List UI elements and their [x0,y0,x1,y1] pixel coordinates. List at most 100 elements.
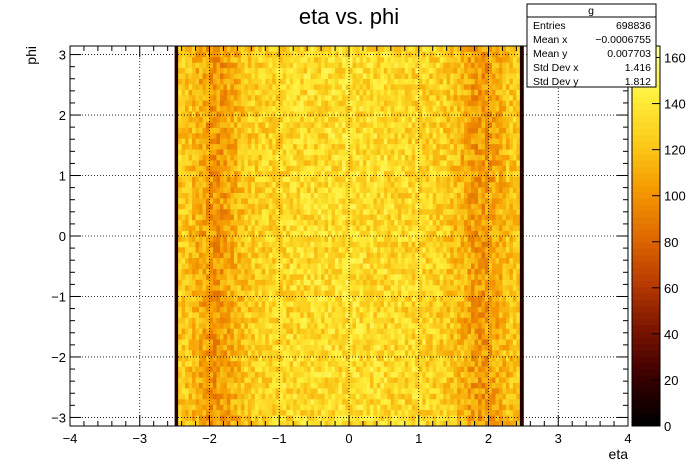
heatmap-cell [314,279,319,286]
heatmap-cell [422,366,427,373]
heatmap-cell [223,377,228,383]
heatmap-cell [380,339,385,345]
heatmap-cell [195,398,200,405]
heatmap-cell [408,105,413,112]
heatmap-cell [411,409,416,416]
heatmap-cell [362,241,367,248]
heatmap-cell [310,328,315,335]
heatmap-cell [411,290,416,297]
heatmap-cell [324,246,329,253]
heatmap-cell [258,301,263,307]
heatmap-cell [376,73,381,79]
heatmap-cell [366,306,371,313]
heatmap-cell [345,241,350,248]
heatmap-cell [233,257,238,264]
heatmap-cell [178,339,182,345]
heatmap-cell [317,279,322,286]
heatmap-cell [383,116,388,123]
heatmap-cell [199,420,203,427]
heatmap-cell [331,236,336,242]
heatmap-cell [366,67,371,74]
heatmap-cell [415,160,420,166]
heatmap-cell [373,122,378,128]
heatmap-cell [279,377,284,383]
heatmap-cell [352,122,357,128]
heatmap-cell [289,132,294,139]
heatmap-cell [383,187,388,193]
heatmap-cell [387,355,392,362]
heatmap-cell [223,62,228,69]
heatmap-cell [247,187,252,193]
heatmap-cell [366,78,371,85]
heatmap-cell [335,225,339,231]
heatmap-cell [223,214,228,221]
heatmap-cell [310,388,315,394]
heatmap-cell [310,100,315,107]
heatmap-cell [314,67,319,74]
heatmap-cell [233,344,238,351]
heatmap-cell [223,176,228,183]
heatmap-cell [178,274,182,280]
heatmap-cell [230,84,235,90]
heatmap-cell [390,138,395,145]
heatmap-cell [394,160,399,166]
heatmap-cell [202,198,207,204]
heatmap-cell [261,268,266,275]
heatmap-cell [226,51,231,58]
heatmap-cell [178,100,182,107]
heatmap-cell [317,170,322,177]
heatmap-cell [212,181,217,188]
heatmap-cell [314,241,319,248]
heatmap-cell [338,62,343,69]
heatmap-cell [331,160,336,166]
heatmap-cell [272,333,277,340]
heatmap-cell [418,295,423,302]
heatmap-cell [185,56,189,63]
heatmap-cell [296,404,301,411]
heatmap-cell [240,100,245,107]
heatmap-cell [279,56,284,63]
heatmap-cell [355,192,360,199]
heatmap-cell [188,214,193,221]
heatmap-cell [289,51,294,58]
heatmap-cell [321,94,325,101]
heatmap-cell [331,208,336,215]
heatmap-cell [206,279,210,286]
heatmap-cell [397,56,402,63]
heatmap-cell [300,127,305,134]
heatmap-cell [188,322,193,329]
heatmap-cell [247,312,252,318]
heatmap-cell [289,366,294,373]
heatmap-cell [223,322,228,329]
heatmap-cell [328,214,332,221]
heatmap-cell [342,143,346,150]
heatmap-cell [362,268,367,275]
heatmap-cell [240,154,245,161]
heatmap-cell [321,263,325,269]
heatmap-cell [342,312,346,318]
heatmap-cell [216,143,221,150]
heatmap-cell [401,257,406,264]
heatmap-cell [387,344,392,351]
heatmap-cell [223,393,228,400]
heatmap-cell [331,355,336,362]
heatmap-cell [289,344,294,351]
heatmap-cell [216,360,221,367]
heatmap-cell [237,246,242,253]
heatmap-cell [230,404,235,411]
heatmap-cell [376,415,381,421]
heatmap-cell [237,132,242,139]
heatmap-cell [317,84,322,90]
heatmap-cell [240,132,245,139]
heatmap-cell [397,404,402,411]
heatmap-cell [192,241,196,248]
heatmap-cell [394,241,399,248]
heatmap-cell [230,208,235,215]
heatmap-cell [272,138,277,145]
heatmap-cell [345,225,350,231]
heatmap-cell [404,274,409,280]
heatmap-cell [275,138,280,145]
heatmap-cell [279,154,284,161]
heatmap-cell [174,236,179,242]
heatmap-cell [397,274,402,280]
